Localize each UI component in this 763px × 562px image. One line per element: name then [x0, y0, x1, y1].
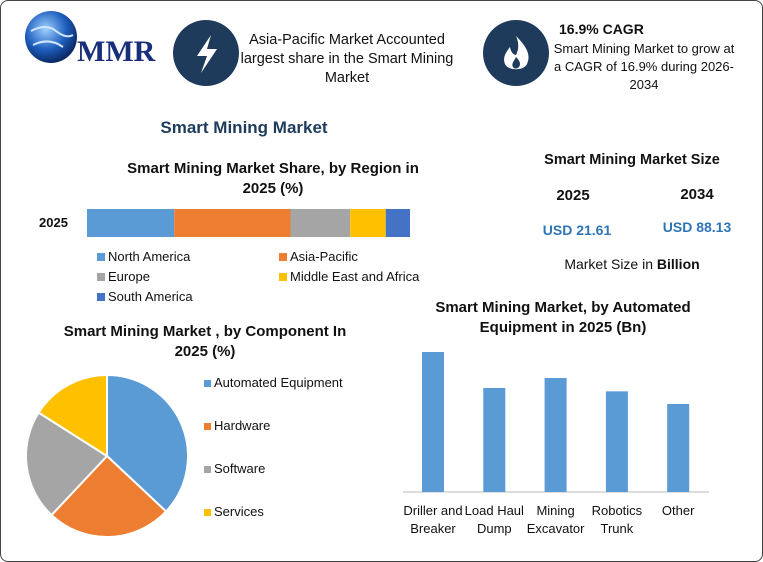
chart-title: Smart Mining Market Share, by Region in …: [127, 160, 419, 197]
bar: [605, 391, 628, 492]
pie-slice: [106, 373, 189, 513]
x-tick-label: Load Haul Dump: [464, 503, 524, 536]
legend-label: Asia-Pacific: [290, 249, 358, 264]
legend-marker: [204, 380, 211, 387]
bar: [667, 404, 690, 492]
bar: [483, 388, 506, 492]
size-title: Smart Mining Market Size: [544, 152, 720, 168]
legend-label: Europe: [108, 269, 150, 284]
size-note-unit: Billion: [656, 256, 700, 272]
flame-inner: [512, 57, 520, 69]
chart-title: Smart Mining Market , by Component In 20…: [63, 323, 347, 360]
legend-label: Automated Equipment: [214, 375, 343, 390]
pie-slice: [25, 411, 109, 517]
pie-slice: [37, 373, 108, 458]
legend-marker: [204, 466, 211, 473]
legend-label: South America: [108, 289, 193, 304]
legend-marker: [97, 253, 105, 261]
size-note: Market Size in Billion: [521, 256, 743, 272]
pie-slice: [50, 454, 168, 538]
legend-marker: [97, 293, 105, 301]
legend-marker: [279, 273, 287, 281]
chart-title: Smart Mining Market, by Automated Equipm…: [435, 299, 691, 336]
callout-title: 16.9% CAGR: [559, 21, 644, 37]
legend-label: Hardware: [214, 418, 271, 433]
logo-text: MMR: [77, 35, 156, 68]
legend-marker: [279, 253, 287, 261]
legend-marker: [204, 509, 211, 516]
size-value: USD 88.13: [662, 219, 732, 235]
x-tick-label: Robotics Trunk: [591, 503, 643, 536]
callout-text: Asia-Pacific Market Accounted largest sh…: [240, 32, 454, 86]
lightning-icon: [197, 35, 217, 73]
size-note-text: Market Size in: [564, 256, 654, 272]
size-value: USD 21.61: [542, 222, 612, 238]
bar-segment: [385, 209, 410, 237]
bar: [422, 352, 444, 492]
logo-globe: [25, 11, 77, 63]
x-tick-label: Other: [661, 503, 695, 518]
legend-label: North America: [108, 249, 191, 264]
legend-label: Services: [214, 504, 264, 519]
bar-segment: [174, 209, 291, 237]
size-year: 2034: [680, 186, 714, 203]
bar-segment: [87, 209, 175, 237]
x-tick-label: Driller and Breaker: [403, 503, 463, 536]
legend-marker: [204, 423, 211, 430]
logo-lines: [30, 26, 74, 48]
x-tick-label: Mining Excavator: [526, 503, 585, 536]
flame-icon: [504, 36, 529, 70]
main-title: Smart Mining Market: [160, 118, 328, 137]
legend-label: Middle East and Africa: [290, 269, 420, 284]
legend-label: Software: [214, 461, 266, 476]
y-tick-label: 2025: [39, 215, 68, 230]
bar: [544, 378, 567, 492]
legend-marker: [97, 273, 105, 281]
size-year: 2025: [556, 187, 590, 204]
callout-text: Smart Mining Market to grow at a CAGR of…: [553, 41, 735, 92]
icon-circle: [483, 20, 549, 86]
bar-segment: [350, 209, 386, 237]
bar-segment: [290, 209, 351, 237]
